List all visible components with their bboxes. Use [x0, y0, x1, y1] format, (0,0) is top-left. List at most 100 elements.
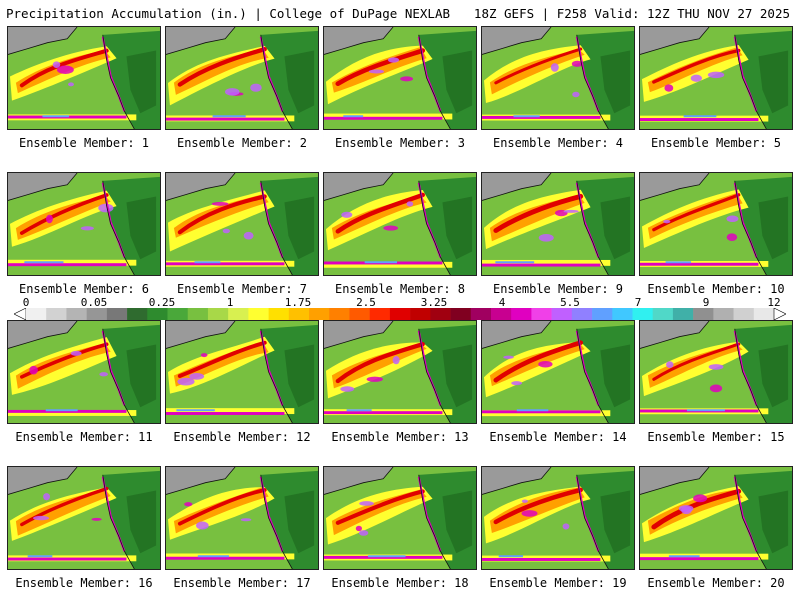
colorbar-left-arrow	[14, 308, 27, 320]
asia-coastline	[324, 467, 394, 495]
itcz-extreme-band	[668, 555, 700, 558]
colorbar-tick-label: 1	[226, 296, 234, 309]
ensemble-member-label: Ensemble Member: 10	[647, 282, 785, 296]
itcz-yellow-band	[166, 553, 295, 560]
itcz-yellow-band	[324, 113, 453, 120]
orange-precip-core	[489, 487, 585, 533]
asia-coastline	[640, 27, 710, 55]
asia-land-area	[324, 173, 394, 201]
continental-interior	[600, 50, 631, 114]
asia-land-area	[640, 27, 710, 55]
asia-coastline	[482, 467, 552, 495]
colorbar-segment	[187, 308, 209, 320]
itcz-extreme-band	[683, 115, 717, 118]
ensemble-panel-1	[7, 26, 161, 130]
ensemble-panel-9	[481, 172, 635, 276]
colorbar-segment	[571, 308, 593, 320]
model-run-info: 18Z GEFS | F258 Valid: 12Z THU NOV 27 20…	[473, 6, 790, 21]
itcz-heavy-band	[166, 556, 285, 560]
itcz-heavy-band	[482, 410, 601, 414]
ensemble-member-label: Ensemble Member: 12	[173, 430, 311, 444]
colorbar-segment	[551, 308, 573, 320]
orange-precip-core	[331, 489, 427, 536]
red-precip-streak	[652, 342, 741, 381]
colorbar-segment	[66, 308, 87, 320]
asia-coastline	[482, 321, 552, 349]
itcz-extreme-band	[27, 555, 53, 558]
ensemble-panel-17	[165, 466, 319, 570]
colorbar-segment	[511, 308, 532, 320]
na-coastline	[418, 34, 451, 129]
heavy-precip-cell	[250, 83, 262, 92]
colorbar-segment	[167, 308, 189, 320]
asia-coastline	[8, 27, 78, 55]
itcz-heavy-band	[640, 557, 759, 561]
heavy-precip-cell	[400, 76, 414, 82]
heavy-precip-cell	[200, 353, 208, 358]
heavy-precip-cell	[368, 69, 385, 74]
continental-interior	[758, 196, 789, 260]
orange-precip-core	[173, 487, 269, 534]
itcz-heavy-band	[324, 555, 443, 559]
colorbar-segment	[430, 308, 451, 320]
asia-land-area	[482, 467, 552, 495]
heavy-precip-cell	[56, 65, 74, 74]
heavy-precip-cell	[43, 493, 51, 501]
orange-precip-core	[647, 489, 743, 535]
na-coastline	[260, 328, 293, 423]
colorbar-segment	[490, 308, 512, 320]
continental-interior	[600, 344, 631, 408]
na-coastline	[418, 474, 451, 569]
asia-land-area	[166, 27, 236, 55]
red-precip-streak	[20, 486, 109, 527]
colorbar-segment	[652, 308, 674, 320]
itcz-extreme-band	[197, 555, 229, 558]
colorbar-segment	[86, 308, 108, 320]
itcz-extreme-band	[516, 409, 549, 412]
asia-coastline	[166, 27, 236, 55]
heavy-precip-cell	[29, 365, 38, 375]
continental-interior	[442, 344, 473, 408]
itcz-extreme-band	[24, 261, 64, 264]
colorbar-tick-label: 7	[634, 296, 642, 309]
asia-coastline	[324, 321, 394, 349]
colorbar-segment	[389, 308, 411, 320]
na-coastline	[734, 474, 767, 569]
itcz-heavy-band	[640, 118, 759, 121]
heavy-precip-cell	[708, 364, 724, 370]
colorbar-tick-label: 5.5	[560, 296, 580, 309]
orange-precip-core	[331, 343, 427, 389]
na-coastline	[576, 180, 609, 275]
continental-interior	[600, 196, 631, 260]
heavy-precip-cell	[538, 233, 554, 242]
ensemble-member-label: Ensemble Member: 17	[173, 576, 311, 590]
colorbar-tick-label: 9	[702, 296, 710, 309]
ensemble-member-label: Ensemble Member: 8	[334, 282, 466, 296]
red-precip-streak	[335, 192, 425, 234]
continental-interior	[442, 196, 473, 260]
itcz-extreme-band	[343, 115, 364, 118]
colorbar-segment	[288, 308, 310, 320]
colorbar-segment	[228, 308, 249, 320]
heavy-precip-cell	[511, 381, 523, 386]
heavy-precip-cell	[572, 91, 580, 98]
heavy-precip-cell	[726, 215, 739, 223]
ensemble-panel-18	[323, 466, 477, 570]
na-coastline	[260, 474, 293, 569]
colorbar-segment	[46, 308, 67, 320]
heavy-precip-cell	[571, 60, 583, 67]
itcz-yellow-band	[324, 261, 453, 268]
colorbar-segment	[632, 308, 654, 320]
heavy-precip-cell	[240, 518, 252, 522]
ensemble-member-label: Ensemble Member: 5	[650, 136, 782, 150]
ensemble-member-label: Ensemble Member: 4	[492, 136, 624, 150]
colorbar-segment	[309, 308, 330, 320]
itcz-extreme-band	[498, 555, 523, 558]
ensemble-panel-5	[639, 26, 793, 130]
na-coastline	[576, 34, 609, 129]
colorbar-segment	[106, 308, 128, 320]
heavy-precip-cell	[211, 201, 229, 206]
orange-precip-core	[647, 344, 743, 388]
asia-land-area	[8, 27, 78, 55]
heavy-precip-cell	[358, 530, 369, 536]
